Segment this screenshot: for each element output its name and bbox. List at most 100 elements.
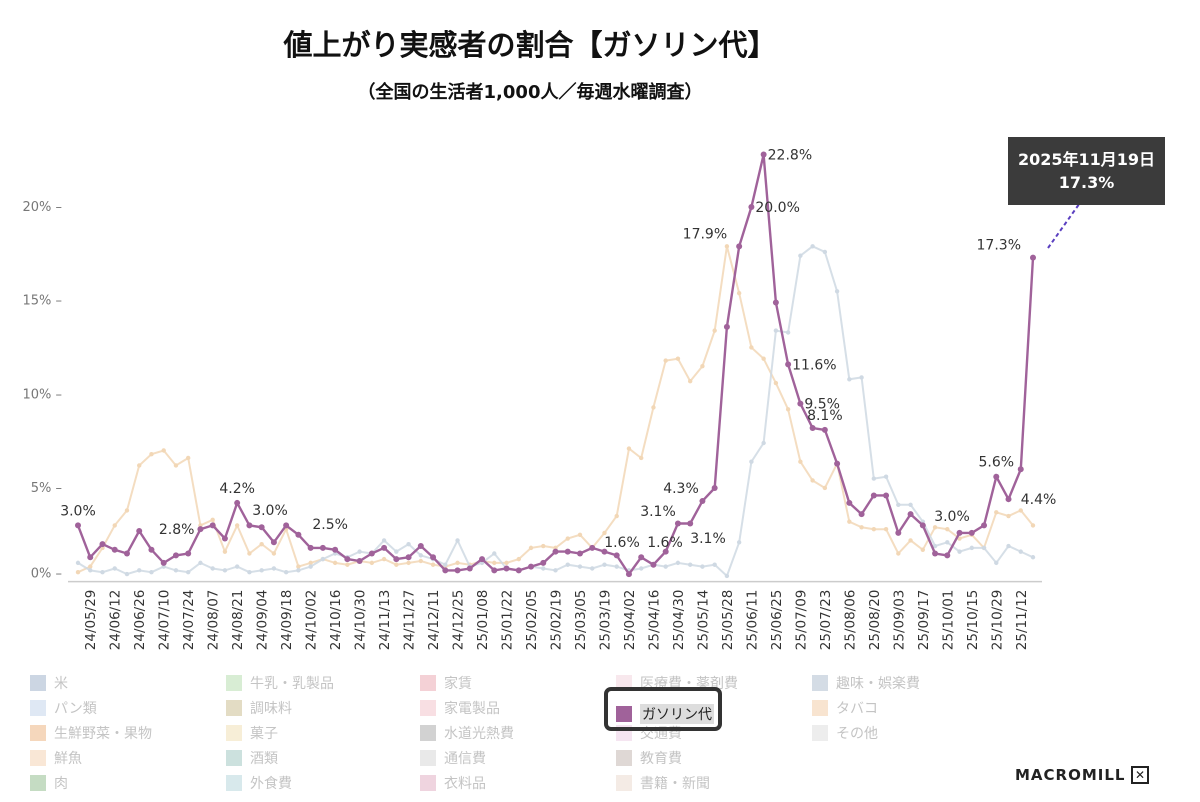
gasoline-data-point <box>993 473 1000 480</box>
legend-item[interactable]: 菓子 <box>226 724 278 742</box>
gasoline-data-point <box>283 522 290 529</box>
faded-data-point <box>651 405 656 410</box>
faded-data-point <box>222 549 228 554</box>
legend-swatch <box>420 750 436 766</box>
legend-item[interactable]: 米 <box>30 674 68 692</box>
gasoline-data-point <box>552 548 559 555</box>
chart-subtitle: （全国の生活者1,000人／毎週水曜調査） <box>357 82 703 103</box>
x-tick-label: 25/02/05 <box>524 590 540 651</box>
legend-swatch <box>812 700 828 716</box>
faded-data-point <box>541 566 546 571</box>
x-tick-label: 24/11/27 <box>402 590 418 651</box>
x-tick-label: 25/02/19 <box>549 590 565 651</box>
gasoline-data-point <box>381 544 388 551</box>
gasoline-data-point <box>99 541 106 548</box>
faded-data-point <box>614 513 619 519</box>
y-tick-label: 10% – <box>22 387 62 402</box>
faded-data-point <box>492 551 497 556</box>
data-label: 3.1% <box>640 504 676 520</box>
legend-item[interactable]: 水道光熱費 <box>420 724 514 742</box>
faded-data-point <box>749 345 754 350</box>
faded-data-point <box>296 564 301 569</box>
legend-item[interactable]: 教育費 <box>616 749 682 767</box>
gasoline-data-point <box>234 499 241 506</box>
legend-label: 家電製品 <box>444 701 500 717</box>
data-label: 5.6% <box>978 455 1014 471</box>
data-label: 11.6% <box>792 357 836 373</box>
legend-item[interactable]: タバコ <box>812 699 878 717</box>
x-tick-label: 25/03/19 <box>597 590 613 651</box>
legend-item[interactable]: 調味料 <box>226 699 292 717</box>
legend-item[interactable]: ガソリン代 <box>616 704 714 724</box>
y-tick-label: 0% – <box>31 567 62 582</box>
faded-data-point <box>198 560 203 566</box>
faded-data-point <box>320 556 326 562</box>
legend-item[interactable]: 書籍・新聞 <box>616 774 710 792</box>
legend-item[interactable]: その他 <box>812 724 878 742</box>
faded-data-point <box>602 562 607 567</box>
legend-label: 衣料品 <box>444 776 486 792</box>
gasoline-data-point <box>919 522 926 529</box>
faded-data-point <box>896 502 901 508</box>
faded-data-point <box>75 560 81 566</box>
legend-item[interactable]: 酒類 <box>226 749 278 767</box>
data-label: 4.3% <box>663 481 699 497</box>
gasoline-data-point <box>479 556 486 563</box>
faded-data-point <box>859 375 864 380</box>
chart-title: 値上がり実感者の割合【ガソリン代】 <box>283 28 777 62</box>
faded-data-point <box>259 541 264 547</box>
legend-item[interactable]: 牛乳・乳製品 <box>226 674 334 692</box>
legend-label: 書籍・新聞 <box>640 776 710 792</box>
legend-item[interactable]: 肉 <box>30 774 68 792</box>
faded-data-point <box>553 568 558 573</box>
faded-data-point <box>969 545 974 551</box>
data-label: 3.0% <box>252 503 288 519</box>
faded-data-point <box>761 356 766 361</box>
legend-item[interactable]: パン類 <box>30 699 97 717</box>
faded-data-point <box>896 551 901 556</box>
gasoline-data-point <box>834 460 841 467</box>
faded-data-point <box>883 526 889 532</box>
faded-data-point <box>100 570 105 575</box>
legend-item[interactable]: 家賃 <box>420 674 472 692</box>
faded-data-point <box>675 356 681 361</box>
faded-data-point <box>908 502 913 508</box>
legend-item[interactable]: 鮮魚 <box>30 749 82 767</box>
legend-item[interactable]: 生鮮野菜・果物 <box>30 724 152 742</box>
legend-item[interactable]: 衣料品 <box>420 774 486 792</box>
gasoline-data-point <box>662 548 669 555</box>
data-label: 8.1% <box>807 408 843 424</box>
gasoline-data-point <box>209 522 216 529</box>
faded-data-point <box>945 526 950 532</box>
x-tick-label: 24/12/11 <box>426 590 442 651</box>
legend-item[interactable]: 趣味・娯楽費 <box>812 674 920 692</box>
tooltip-date: 2025年11月19日 <box>1017 150 1156 169</box>
x-tick-label: 25/04/30 <box>671 590 687 651</box>
faded-series-line <box>77 246 1034 574</box>
legend-swatch <box>226 700 242 716</box>
x-tick-label: 24/10/30 <box>353 590 369 651</box>
gasoline-data-point <box>711 484 718 491</box>
legend-item[interactable]: 家電製品 <box>420 699 500 717</box>
faded-data-point <box>173 463 179 468</box>
legend-label: 鮮魚 <box>54 751 82 767</box>
gasoline-data-point <box>1005 496 1012 503</box>
legend-swatch <box>226 775 242 791</box>
faded-data-point <box>724 244 730 249</box>
faded-data-point <box>1006 543 1011 549</box>
x-tick-label: 25/05/28 <box>720 590 736 651</box>
faded-data-point <box>455 538 460 543</box>
legend-item[interactable]: 外食費 <box>226 774 292 792</box>
gasoline-data-point <box>430 554 437 561</box>
legend-item[interactable]: 通信費 <box>420 749 486 767</box>
legend-label: その他 <box>836 726 878 742</box>
faded-data-point <box>137 568 142 573</box>
x-tick-label: 24/07/10 <box>157 590 173 651</box>
faded-data-point <box>394 562 399 567</box>
faded-data-point <box>736 540 742 545</box>
legend-label: 牛乳・乳製品 <box>250 676 334 692</box>
faded-data-point <box>283 570 289 575</box>
gasoline-data-point <box>123 550 130 557</box>
gasoline-data-point <box>528 563 535 570</box>
x-tick-label: 24/11/13 <box>377 590 393 651</box>
